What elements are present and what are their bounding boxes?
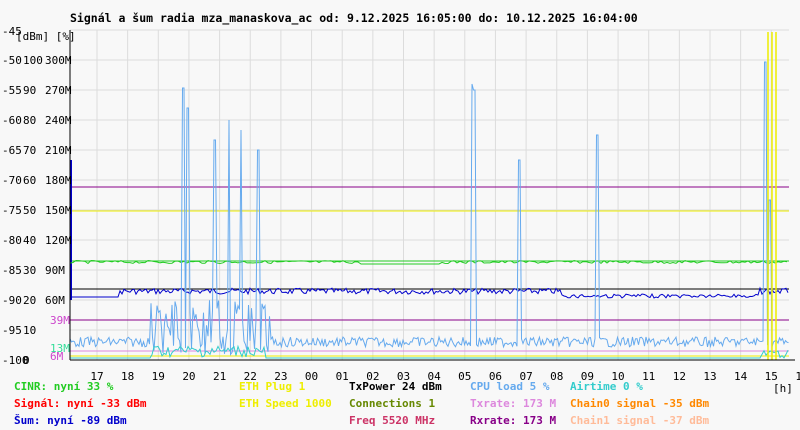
legend-item: Connections 1 <box>349 397 435 410</box>
legend-item: CPU load 5 % <box>470 380 550 393</box>
y-tick-dbm: -60 <box>2 114 22 127</box>
y-tick-rate-colored: 13M <box>50 342 70 355</box>
legend-item: Txrate: 173 M <box>470 397 556 410</box>
x-tick-label: 03 <box>397 370 410 383</box>
x-tick-label: 02 <box>366 370 379 383</box>
x-tick-label: 15 <box>765 370 778 383</box>
y-tick-pct: 50 <box>23 204 36 217</box>
y-tick-dbm: -55 <box>2 84 22 97</box>
y-tick-rate: 210M <box>45 144 72 157</box>
y-tick-dbm: -90 <box>2 294 22 307</box>
legend-item: Freq 5520 MHz <box>349 414 435 427</box>
x-tick-label: 00 <box>305 370 318 383</box>
x-tick-label: 07 <box>519 370 532 383</box>
axes <box>69 30 795 361</box>
y-tick-dbm: -85 <box>2 264 22 277</box>
noise-trace <box>70 286 789 299</box>
y-tick-labels: -45-50-55-60-65-70-75-80-85-90-95-100100… <box>2 25 72 367</box>
y-tick-dbm: -45 <box>2 25 22 38</box>
legend: CINR: nyní 33 % Signál: nyní -33 dBm Šum: … <box>14 380 709 427</box>
legend-item: TxPower 24 dBm <box>349 380 442 393</box>
y-tick-dbm: -75 <box>2 204 22 217</box>
x-tick-label: 05 <box>458 370 471 383</box>
y-tick-rate: 60M <box>45 294 65 307</box>
y-tick-rate-colored: 39M <box>50 314 70 327</box>
y-tick-dbm: -80 <box>2 234 22 247</box>
x-tick-label: 16 <box>795 370 800 383</box>
y-tick-pct: 20 <box>23 294 36 307</box>
x-tick-label: 19 <box>152 370 165 383</box>
y-tick-dbm: -50 <box>2 54 22 67</box>
x-axis-label: [h] <box>773 382 793 395</box>
chart-title: Signál a šum radia mza_manaskova_ac od: … <box>70 11 638 26</box>
x-tick-label: 08 <box>550 370 563 383</box>
x-tick-label: 01 <box>336 370 349 383</box>
cpu-load-trace <box>69 61 789 357</box>
y-tick-dbm: -70 <box>2 174 22 187</box>
y-tick-pct: 80 <box>23 114 36 127</box>
y-tick-rate-colored: 6M <box>50 350 64 363</box>
x-tick-label: 06 <box>489 370 502 383</box>
x-tick-labels: 17 18 19 20 21 22 23 00 01 02 03 04 05 06 07 08 09 10 11 12… <box>90 370 800 383</box>
legend-item: ETH Speed 1000 <box>239 397 332 410</box>
grid-lines <box>70 29 789 361</box>
y-tick-dbm: -95 <box>2 324 22 337</box>
x-tick-label: 23 <box>274 370 287 383</box>
x-tick-label: 04 <box>428 370 442 383</box>
legend-item: ETH Plug 1 <box>239 380 306 393</box>
y-tick-rate: 150M <box>45 204 72 217</box>
y-tick-pct: 70 <box>23 144 36 157</box>
x-tick-label: 20 <box>182 370 195 383</box>
airtime-trace <box>70 344 789 359</box>
y-tick-rate: 240M <box>45 114 72 127</box>
x-tick-label: 22 <box>244 370 257 383</box>
legend-item: CINR: nyní 33 % <box>14 380 114 393</box>
x-tick-label: 21 <box>213 370 226 383</box>
x-tick-label: 13 <box>703 370 716 383</box>
x-tick-label: 14 <box>734 370 748 383</box>
y-tick-rate: 270M <box>45 84 72 97</box>
y-tick-dbm: -100 <box>2 354 29 367</box>
legend-item: Chain1 signal -37 dBm <box>570 414 709 427</box>
y-tick-rate: 300M <box>45 54 72 67</box>
y-tick-rate: 180M <box>45 174 72 187</box>
legend-item: Airtime 0 % <box>570 380 643 393</box>
y-tick-pct: 10 <box>23 324 36 337</box>
y-tick-pct: 0 <box>23 354 30 367</box>
legend-item: Chain0 signal -35 dBm <box>570 397 709 410</box>
x-tick-label: 09 <box>581 370 594 383</box>
series-traces <box>69 32 789 360</box>
y-tick-rate: 120M <box>45 234 72 247</box>
x-tick-label: 12 <box>673 370 686 383</box>
y-tick-dbm: -65 <box>2 144 22 157</box>
y-tick-pct: 40 <box>23 234 36 247</box>
y-tick-rate: 90M <box>45 264 65 277</box>
x-tick-label: 18 <box>121 370 134 383</box>
x-tick-label: 11 <box>642 370 655 383</box>
y-tick-pct: 100 <box>23 54 43 67</box>
y-tick-pct: 90 <box>23 84 36 97</box>
y-tick-pct: 30 <box>23 264 36 277</box>
y-axis-label: [dBm] [%] <box>16 30 76 43</box>
legend-item: Šum: nyní -89 dBm <box>14 414 127 427</box>
legend-item: Signál: nyní -33 dBm <box>14 397 147 410</box>
y-tick-pct: 60 <box>23 174 36 187</box>
legend-item: Rxrate: 173 M <box>470 414 556 427</box>
x-tick-label: 17 <box>90 370 103 383</box>
x-tick-label: 10 <box>611 370 624 383</box>
